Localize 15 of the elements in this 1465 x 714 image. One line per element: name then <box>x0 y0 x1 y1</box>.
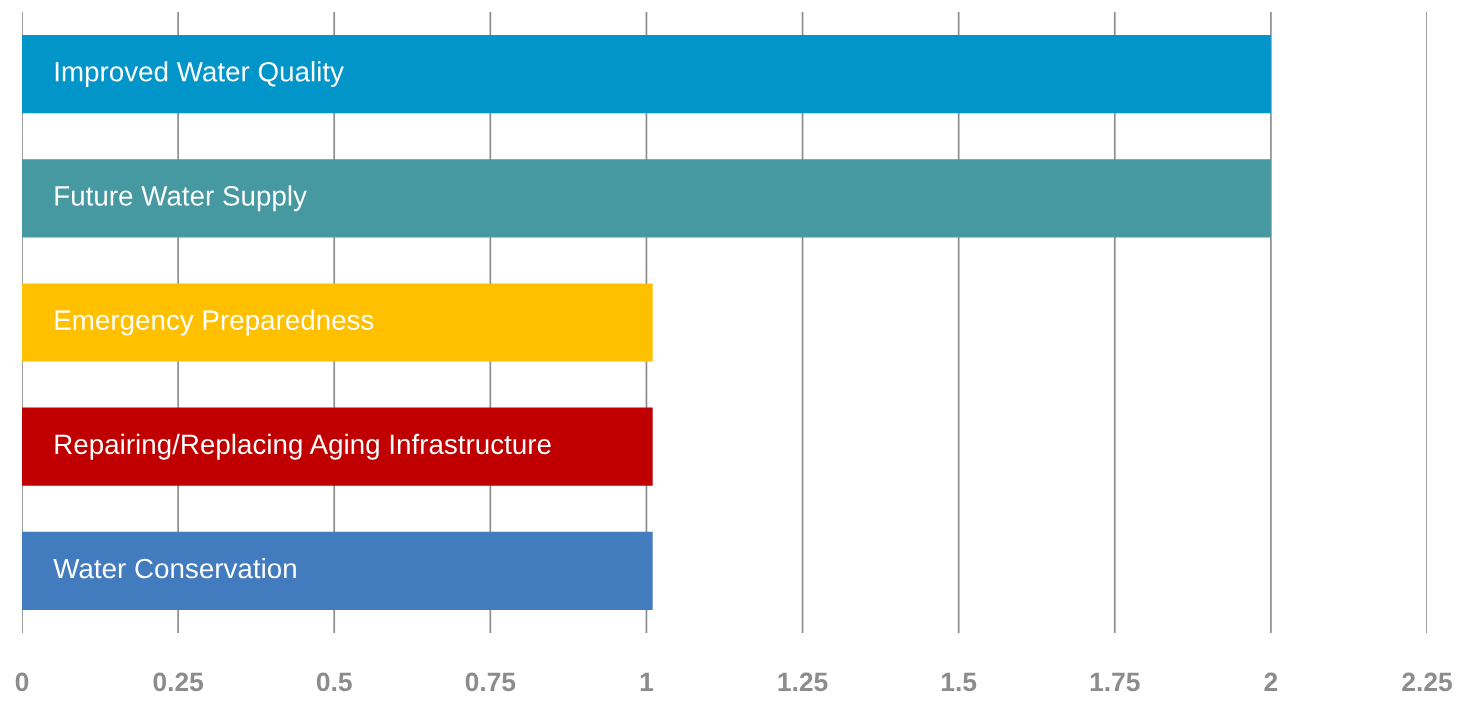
x-tick-label: 2.25 <box>1402 672 1452 692</box>
x-tick-label: 2 <box>1264 672 1278 692</box>
x-tick-label: 0.5 <box>316 672 352 692</box>
x-tick-label: 1.5 <box>941 672 977 692</box>
y-tick-label: Repairing/Replacing Aging Infrastructure <box>55 433 551 460</box>
x-tick-label: 1 <box>640 672 654 692</box>
y-tick-label: Improved Water Quality <box>55 61 344 88</box>
y-tick-label: Emergency Preparedness <box>55 309 374 336</box>
x-tick-label: 1.25 <box>778 672 828 692</box>
y-tick-label: Water Conservation <box>53 557 296 579</box>
x-tick-label: 0 <box>15 672 29 692</box>
x-tick-label: 0.25 <box>153 672 204 692</box>
x-tick-label: 1.75 <box>1090 672 1140 692</box>
y-tick-label: Future Water Supply <box>55 185 307 212</box>
x-tick-label: 0.75 <box>465 672 516 692</box>
